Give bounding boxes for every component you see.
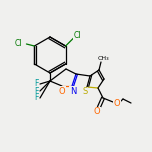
Text: O: O xyxy=(94,107,100,116)
Text: O: O xyxy=(114,98,120,107)
Text: Cl: Cl xyxy=(15,40,22,48)
Text: O: O xyxy=(59,86,65,95)
Text: CH₃: CH₃ xyxy=(97,55,109,60)
Text: F: F xyxy=(34,93,38,102)
Text: N: N xyxy=(70,86,76,95)
Text: S: S xyxy=(82,88,88,97)
Text: F: F xyxy=(34,79,38,88)
Text: Cl: Cl xyxy=(74,31,81,40)
Text: F: F xyxy=(34,86,38,95)
